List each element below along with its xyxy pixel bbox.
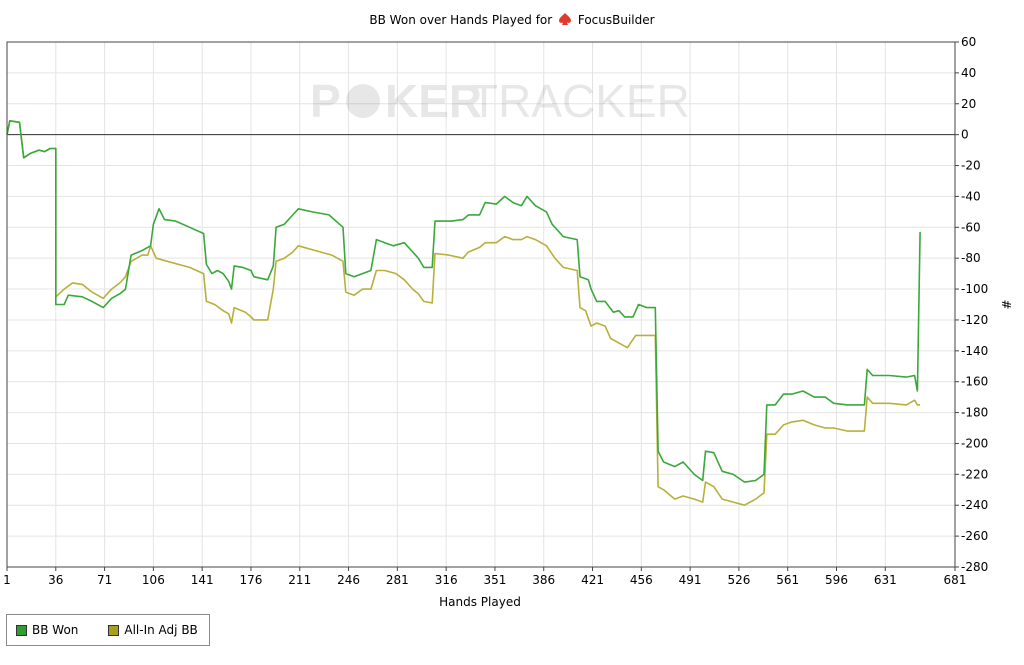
legend-item-allin-adj[interactable]: All-In Adj BB: [108, 623, 198, 637]
y-tick-label: -100: [961, 282, 988, 296]
series-line-bb-won: [6, 120, 921, 483]
y-tick-label: 60: [961, 35, 976, 49]
title-prefix: BB Won over Hands Played for: [369, 13, 553, 27]
legend-item-bb-won[interactable]: BB Won: [16, 623, 78, 637]
x-tick-label: 211: [288, 573, 311, 587]
watermark-ker: KER: [385, 75, 482, 127]
x-tick-label: 316: [435, 573, 458, 587]
y-tick-label: -40: [961, 189, 981, 203]
y-axis-label: #: [999, 299, 1013, 309]
x-tick-label: 526: [727, 573, 750, 587]
x-tick-label: 1: [3, 573, 11, 587]
x-axis-label: Hands Played: [439, 595, 521, 609]
pokertracker-watermark: P KER TRACKER: [310, 75, 690, 127]
x-tick-label: 681: [944, 573, 967, 587]
legend-swatch-allin-adj: [108, 624, 120, 636]
legend: BB Won All-In Adj BB: [6, 614, 210, 646]
x-tick-label: 141: [191, 573, 214, 587]
y-tick-label: 20: [961, 97, 976, 111]
legend-label-allin-adj: All-In Adj BB: [124, 623, 198, 637]
watermark-chip-icon: [346, 84, 380, 118]
x-tick-label: 281: [386, 573, 409, 587]
x-tick-label: 246: [337, 573, 360, 587]
y-tick-label: -180: [961, 406, 988, 420]
x-tick-label: 631: [874, 573, 897, 587]
title-player: FocusBuilder: [577, 13, 655, 27]
spade-icon: [559, 13, 572, 25]
y-tick-label: 0: [961, 128, 969, 142]
legend-swatch-bb-won: [16, 624, 27, 636]
y-tick-label: -280: [961, 560, 988, 574]
x-tick-label: 351: [483, 573, 506, 587]
x-tick-label: 386: [532, 573, 555, 587]
legend-label-bb-won: BB Won: [32, 623, 79, 637]
y-tick-label: -200: [961, 436, 988, 450]
chart-title: BB Won over Hands Played for FocusBuilde…: [0, 12, 1024, 28]
x-tick-label: 176: [240, 573, 263, 587]
x-tick-label: 36: [48, 573, 63, 587]
y-tick-label: -240: [961, 498, 988, 512]
y-tick-label: -260: [961, 529, 988, 543]
y-tick-label: -120: [961, 313, 988, 327]
watermark-p: P: [310, 75, 341, 127]
y-tick-label: 40: [961, 66, 976, 80]
x-axis: 1 36 71 106 141 176 211 246 281 316 351 386 421 456 49…: [3, 567, 966, 587]
x-tick-label: 421: [581, 573, 604, 587]
x-tick-label: 71: [97, 573, 112, 587]
y-tick-label: -60: [961, 220, 981, 234]
y-tick-label: -220: [961, 467, 988, 481]
y-tick-label: -140: [961, 344, 988, 358]
y-tick-label: -20: [961, 159, 981, 173]
plot-frame: [6, 41, 956, 568]
y-axis: 60 40 20 0 -20 -40 -60 -80 -100 -120 -140 -160 -180 -…: [955, 35, 988, 574]
y-tick-label: -80: [961, 251, 981, 265]
x-tick-label: 456: [630, 573, 653, 587]
series-line-allin-adj-bb: [6, 120, 921, 507]
y-tick-label: -160: [961, 375, 988, 389]
watermark-tracker: TRACKER: [470, 75, 690, 127]
x-tick-label: 491: [679, 573, 702, 587]
x-tick-label: 596: [825, 573, 848, 587]
chart-plot: P KER TRACKER 1 36 71 106 141 176 211 246 281 316…: [3, 35, 1013, 609]
x-tick-label: 106: [142, 573, 165, 587]
x-tick-label: 561: [776, 573, 799, 587]
series: [6, 120, 921, 507]
